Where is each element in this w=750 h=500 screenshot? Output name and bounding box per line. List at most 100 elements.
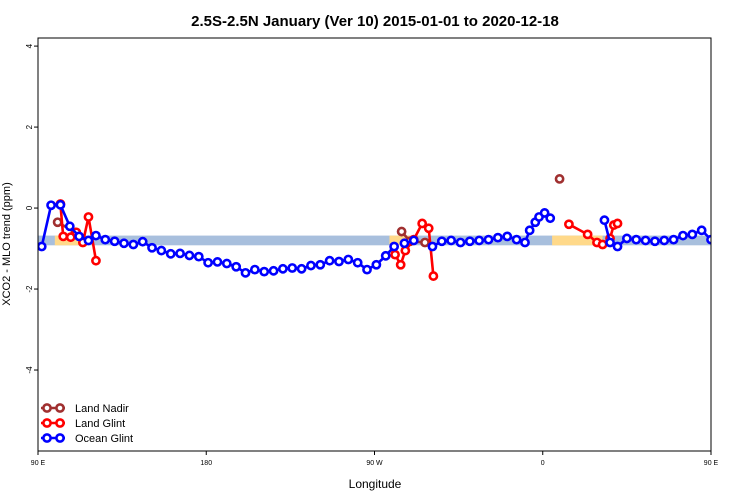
land-glint-point (746, 233, 750, 240)
ocean-glint-point (371, 259, 382, 270)
y-tick-label: 2 (25, 124, 34, 129)
ocean-glint-point (184, 250, 195, 261)
ocean-glint-point (687, 229, 698, 240)
legend-label: Ocean Glint (75, 433, 133, 445)
ocean-glint-point (324, 255, 335, 266)
ocean-glint-point (156, 245, 167, 256)
ocean-glint-point (296, 263, 307, 274)
ocean-glint-point (380, 250, 391, 261)
ocean-glint-point (100, 234, 111, 245)
land-glint-point (390, 249, 400, 260)
ocean-glint-point (193, 251, 204, 262)
x-tick-label: 0 (541, 460, 545, 467)
ocean-glint-point (334, 256, 344, 267)
ocean-glint-point (231, 261, 242, 272)
legend-marker (42, 403, 52, 413)
ocean-glint-point (212, 257, 223, 267)
ocean-glint-point (362, 264, 372, 275)
ocean-glint-point (520, 237, 530, 248)
ocean-glint-point (352, 257, 363, 268)
ocean-glint-point (64, 221, 75, 232)
ocean-glint-point (38, 241, 47, 252)
ocean-glint-point (259, 266, 270, 277)
ocean-glint-point (165, 248, 176, 259)
series-land-nadir (52, 174, 565, 248)
ocean-glint-point (717, 241, 724, 248)
ocean-glint-point (287, 263, 298, 273)
ocean-glint-point (659, 235, 670, 246)
ocean-glint-point (621, 233, 632, 244)
ocean-glint-point (464, 236, 475, 247)
land-nadir-point (396, 226, 407, 237)
ocean-glint-point (502, 231, 513, 242)
legend-label: Land Nadir (75, 403, 129, 415)
land-span-2 (552, 235, 603, 246)
ocean-glint-point (119, 238, 129, 249)
land-glint-point (735, 233, 742, 240)
y-axis-label: XCO2 - MLO trend (ppm) (1, 182, 13, 305)
land-glint-point (91, 255, 101, 266)
ocean-glint-point (474, 235, 485, 246)
legend-marker (55, 403, 65, 413)
ocean-glint-point (427, 241, 438, 252)
ocean-glint-point (524, 225, 535, 236)
ocean-glint-point (436, 236, 447, 247)
legend-marker (55, 433, 65, 443)
legend-item-land-glint: Land Glint (41, 418, 125, 430)
ocean-glint-point (175, 248, 185, 259)
chart-title: 2.5S-2.5N January (Ver 10) 2015-01-01 to… (191, 13, 559, 30)
ocean-glint-point (743, 223, 750, 230)
ocean-glint-point (128, 239, 139, 250)
ocean-glint-point (539, 208, 550, 218)
ocean-glint-point (277, 263, 288, 274)
ocean-glint-point (46, 200, 56, 211)
x-tick-label: 90 E (704, 460, 719, 467)
land-glint-point (564, 219, 574, 230)
ocean-glint-point (249, 264, 260, 275)
ocean-glint-point (726, 202, 733, 209)
ocean-glint-point (511, 234, 522, 245)
ocean-glint-point (306, 260, 316, 271)
ocean-glint-point (631, 234, 642, 245)
ocean-glint-point (668, 234, 679, 245)
y-tick-label: -4 (25, 366, 34, 374)
x-tick-label: 90 W (366, 460, 383, 467)
ocean-glint-point (221, 258, 232, 269)
series-layer (38, 174, 750, 281)
ocean-glint-point (492, 232, 503, 243)
ocean-glint-point (735, 201, 742, 208)
x-axis-label: Longitude (349, 477, 402, 491)
ocean-glint-point (147, 242, 157, 253)
x-tick-label: 90 E (31, 460, 46, 467)
y-tick-label: 0 (25, 205, 34, 210)
x-tick-label: 180 (200, 460, 212, 467)
legend-marker (55, 418, 65, 428)
ocean-glint-point (343, 254, 354, 265)
land-glint-point (612, 218, 623, 229)
legend-marker (42, 433, 52, 443)
ocean-glint-point (706, 234, 711, 245)
y-tick-label: 4 (25, 43, 34, 48)
ocean-glint-point (545, 213, 556, 224)
land-glint-point (597, 239, 608, 250)
reference-band (38, 235, 711, 246)
land-glint-point (428, 271, 439, 281)
ocean-glint-point (640, 235, 651, 246)
ocean-glint-point (268, 265, 279, 276)
ocean-glint-point (605, 237, 615, 248)
ocean-glint-point (650, 236, 660, 247)
legend-marker (42, 418, 52, 428)
legend-label: Land Glint (75, 418, 125, 430)
land-glint-point (395, 259, 406, 270)
series-ocean-glint (38, 199, 750, 278)
ocean-glint-point (83, 235, 94, 246)
ocean-glint-point (455, 237, 466, 248)
ocean-glint-point (109, 236, 120, 247)
land-nadir-point (554, 174, 565, 184)
land-glint-point (737, 215, 744, 222)
ocean-glint-point (599, 215, 610, 226)
legend: Land Nadir Land Glint Ocean Glint (41, 403, 133, 445)
ocean-glint-point (612, 241, 623, 252)
ocean-glint-point (408, 235, 419, 246)
